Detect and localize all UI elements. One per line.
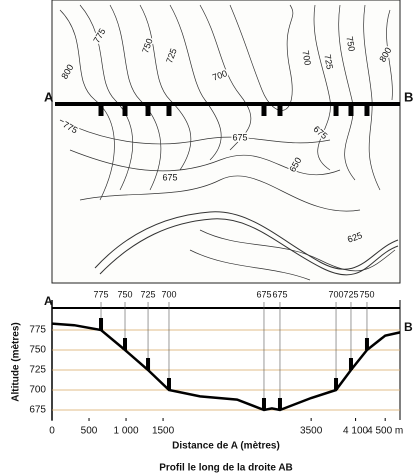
- crossing-marker: [99, 318, 104, 330]
- map-crossing-marker: [98, 104, 104, 116]
- map-crossing-marker: [348, 104, 354, 116]
- profile-point-a: A: [44, 294, 53, 308]
- contour-label: 750: [344, 36, 356, 53]
- contour: [338, 4, 356, 181]
- chart-title: Profil le long de la droite AB: [159, 463, 293, 474]
- contour: [199, 4, 252, 151]
- map-crossing-marker: [122, 104, 128, 116]
- map-crossing-marker: [277, 104, 283, 116]
- crossing-label: 750: [359, 289, 374, 299]
- map-crossing-marker: [145, 104, 151, 116]
- contour: [363, 4, 381, 191]
- y-tick-label: 775: [29, 325, 46, 336]
- contour: [59, 119, 331, 145]
- crossing-label: 700: [161, 289, 176, 299]
- contours: [59, 4, 396, 281]
- x-tick-label: 3500: [300, 426, 323, 437]
- x-tick-label: 4 100: [343, 426, 368, 437]
- river-bank: [99, 218, 399, 276]
- crossing-label: 725: [141, 289, 156, 299]
- crossing-label: 675: [272, 289, 287, 299]
- contour: [229, 4, 294, 111]
- map-crossing-marker: [166, 104, 172, 116]
- map-crossing-marker: [364, 104, 370, 116]
- x-tick-label: 4 500 m: [367, 426, 403, 437]
- y-tick-label: 750: [29, 345, 46, 356]
- crossing-label: 725: [343, 289, 358, 299]
- point-b: B: [404, 89, 413, 104]
- contour: [189, 249, 311, 281]
- x-tick-label: 1500: [152, 426, 175, 437]
- crossing-marker: [166, 378, 171, 390]
- crossing-marker: [146, 358, 151, 370]
- contour-label: 675: [232, 132, 247, 142]
- crossing-marker: [261, 398, 266, 410]
- crossing-marker: [277, 398, 282, 410]
- y-axis-title: Altitude (mètres): [11, 322, 22, 401]
- x-tick-label: 1 000: [114, 426, 139, 437]
- contour: [313, 4, 331, 171]
- crossing-label: 750: [117, 289, 132, 299]
- crossing-marker: [348, 358, 353, 370]
- river-bank: [94, 211, 399, 270]
- crossing-marker: [364, 338, 369, 350]
- x-axis-title: Distance de A (mètres): [172, 441, 280, 452]
- profile-line: [51, 322, 401, 412]
- profile-point-b: B: [404, 320, 413, 334]
- contour-label: 725: [322, 54, 334, 71]
- contour: [109, 4, 162, 191]
- map-crossing-marker: [333, 104, 339, 116]
- map-crossing-marker: [261, 104, 267, 116]
- point-a: A: [44, 89, 54, 104]
- map-frame: [51, 0, 401, 284]
- contour: [69, 149, 341, 176]
- y-tick-label: 725: [29, 365, 46, 376]
- crossing-label: 700: [329, 289, 344, 299]
- y-tick-label: 675: [29, 405, 46, 416]
- contour: [139, 4, 192, 171]
- x-tick-label: 500: [81, 426, 98, 437]
- contour: [79, 4, 134, 191]
- crossing-marker: [334, 378, 339, 390]
- crossing-label: 775: [94, 289, 109, 299]
- contour: [169, 4, 222, 161]
- x-tick-label: 0: [49, 426, 55, 437]
- crossing-label: 675: [256, 289, 271, 299]
- contour-label: 700: [300, 50, 312, 67]
- contour: [386, 9, 393, 101]
- contour: [79, 175, 361, 212]
- contour: [199, 229, 396, 272]
- y-tick-label: 700: [29, 385, 46, 396]
- contour-label: 675: [162, 172, 177, 182]
- crossing-marker: [123, 338, 128, 350]
